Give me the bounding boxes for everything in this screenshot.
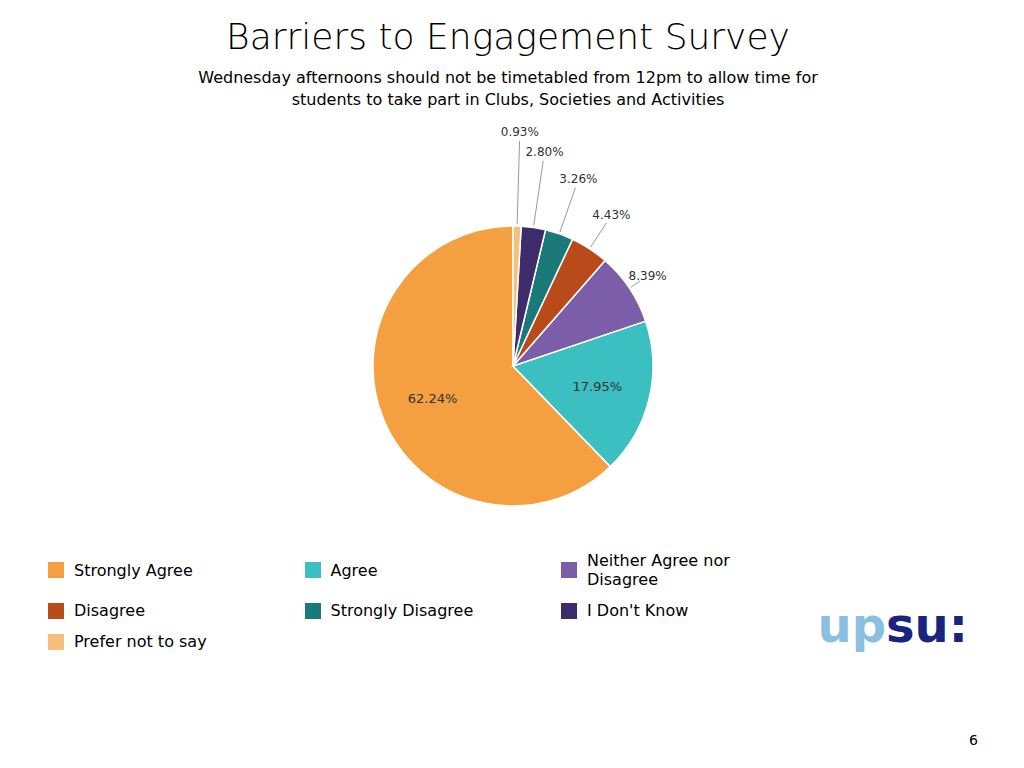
html-text:Strongly Agree: Strongly Agree: [74, 560, 193, 580]
svg-text:4.43%: 4.43%: [592, 208, 630, 222]
html-text:Barriers to Engagement Survey: Barriers to Engagement Survey: [226, 16, 790, 57]
html-text:Strongly Disagree: Strongly Disagree: [330, 601, 474, 620]
html-text:I Don't Know: I Don't Know: [587, 601, 689, 620]
svg-text:8.39%: 8.39%: [629, 269, 667, 283]
html-text:Neither Agree nor Disagree: Neither Agree nor Disagree: [587, 551, 730, 589]
svg-text:62.24%: 62.24%: [408, 391, 458, 406]
html-text:students to take part in Clubs: students to take part in Clubs, Societie…: [291, 90, 725, 109]
svg-text:3.26%: 3.26%: [559, 172, 597, 186]
html-text:Disagree: Disagree: [74, 601, 145, 620]
html-text:Wednesday afternoons should no: Wednesday afternoons should not be timet…: [198, 68, 818, 87]
html-text:Prefer not to say: Prefer not to say: [74, 632, 207, 651]
svg-text:2.80%: 2.80%: [525, 145, 563, 159]
svg-text:0.93%: 0.93%: [501, 125, 539, 139]
html-text:Agree: Agree: [330, 560, 378, 580]
html-text:up su:: up su:: [817, 597, 968, 653]
html-text:6: 6: [969, 732, 978, 748]
svg-text:17.95%: 17.95%: [573, 379, 623, 394]
